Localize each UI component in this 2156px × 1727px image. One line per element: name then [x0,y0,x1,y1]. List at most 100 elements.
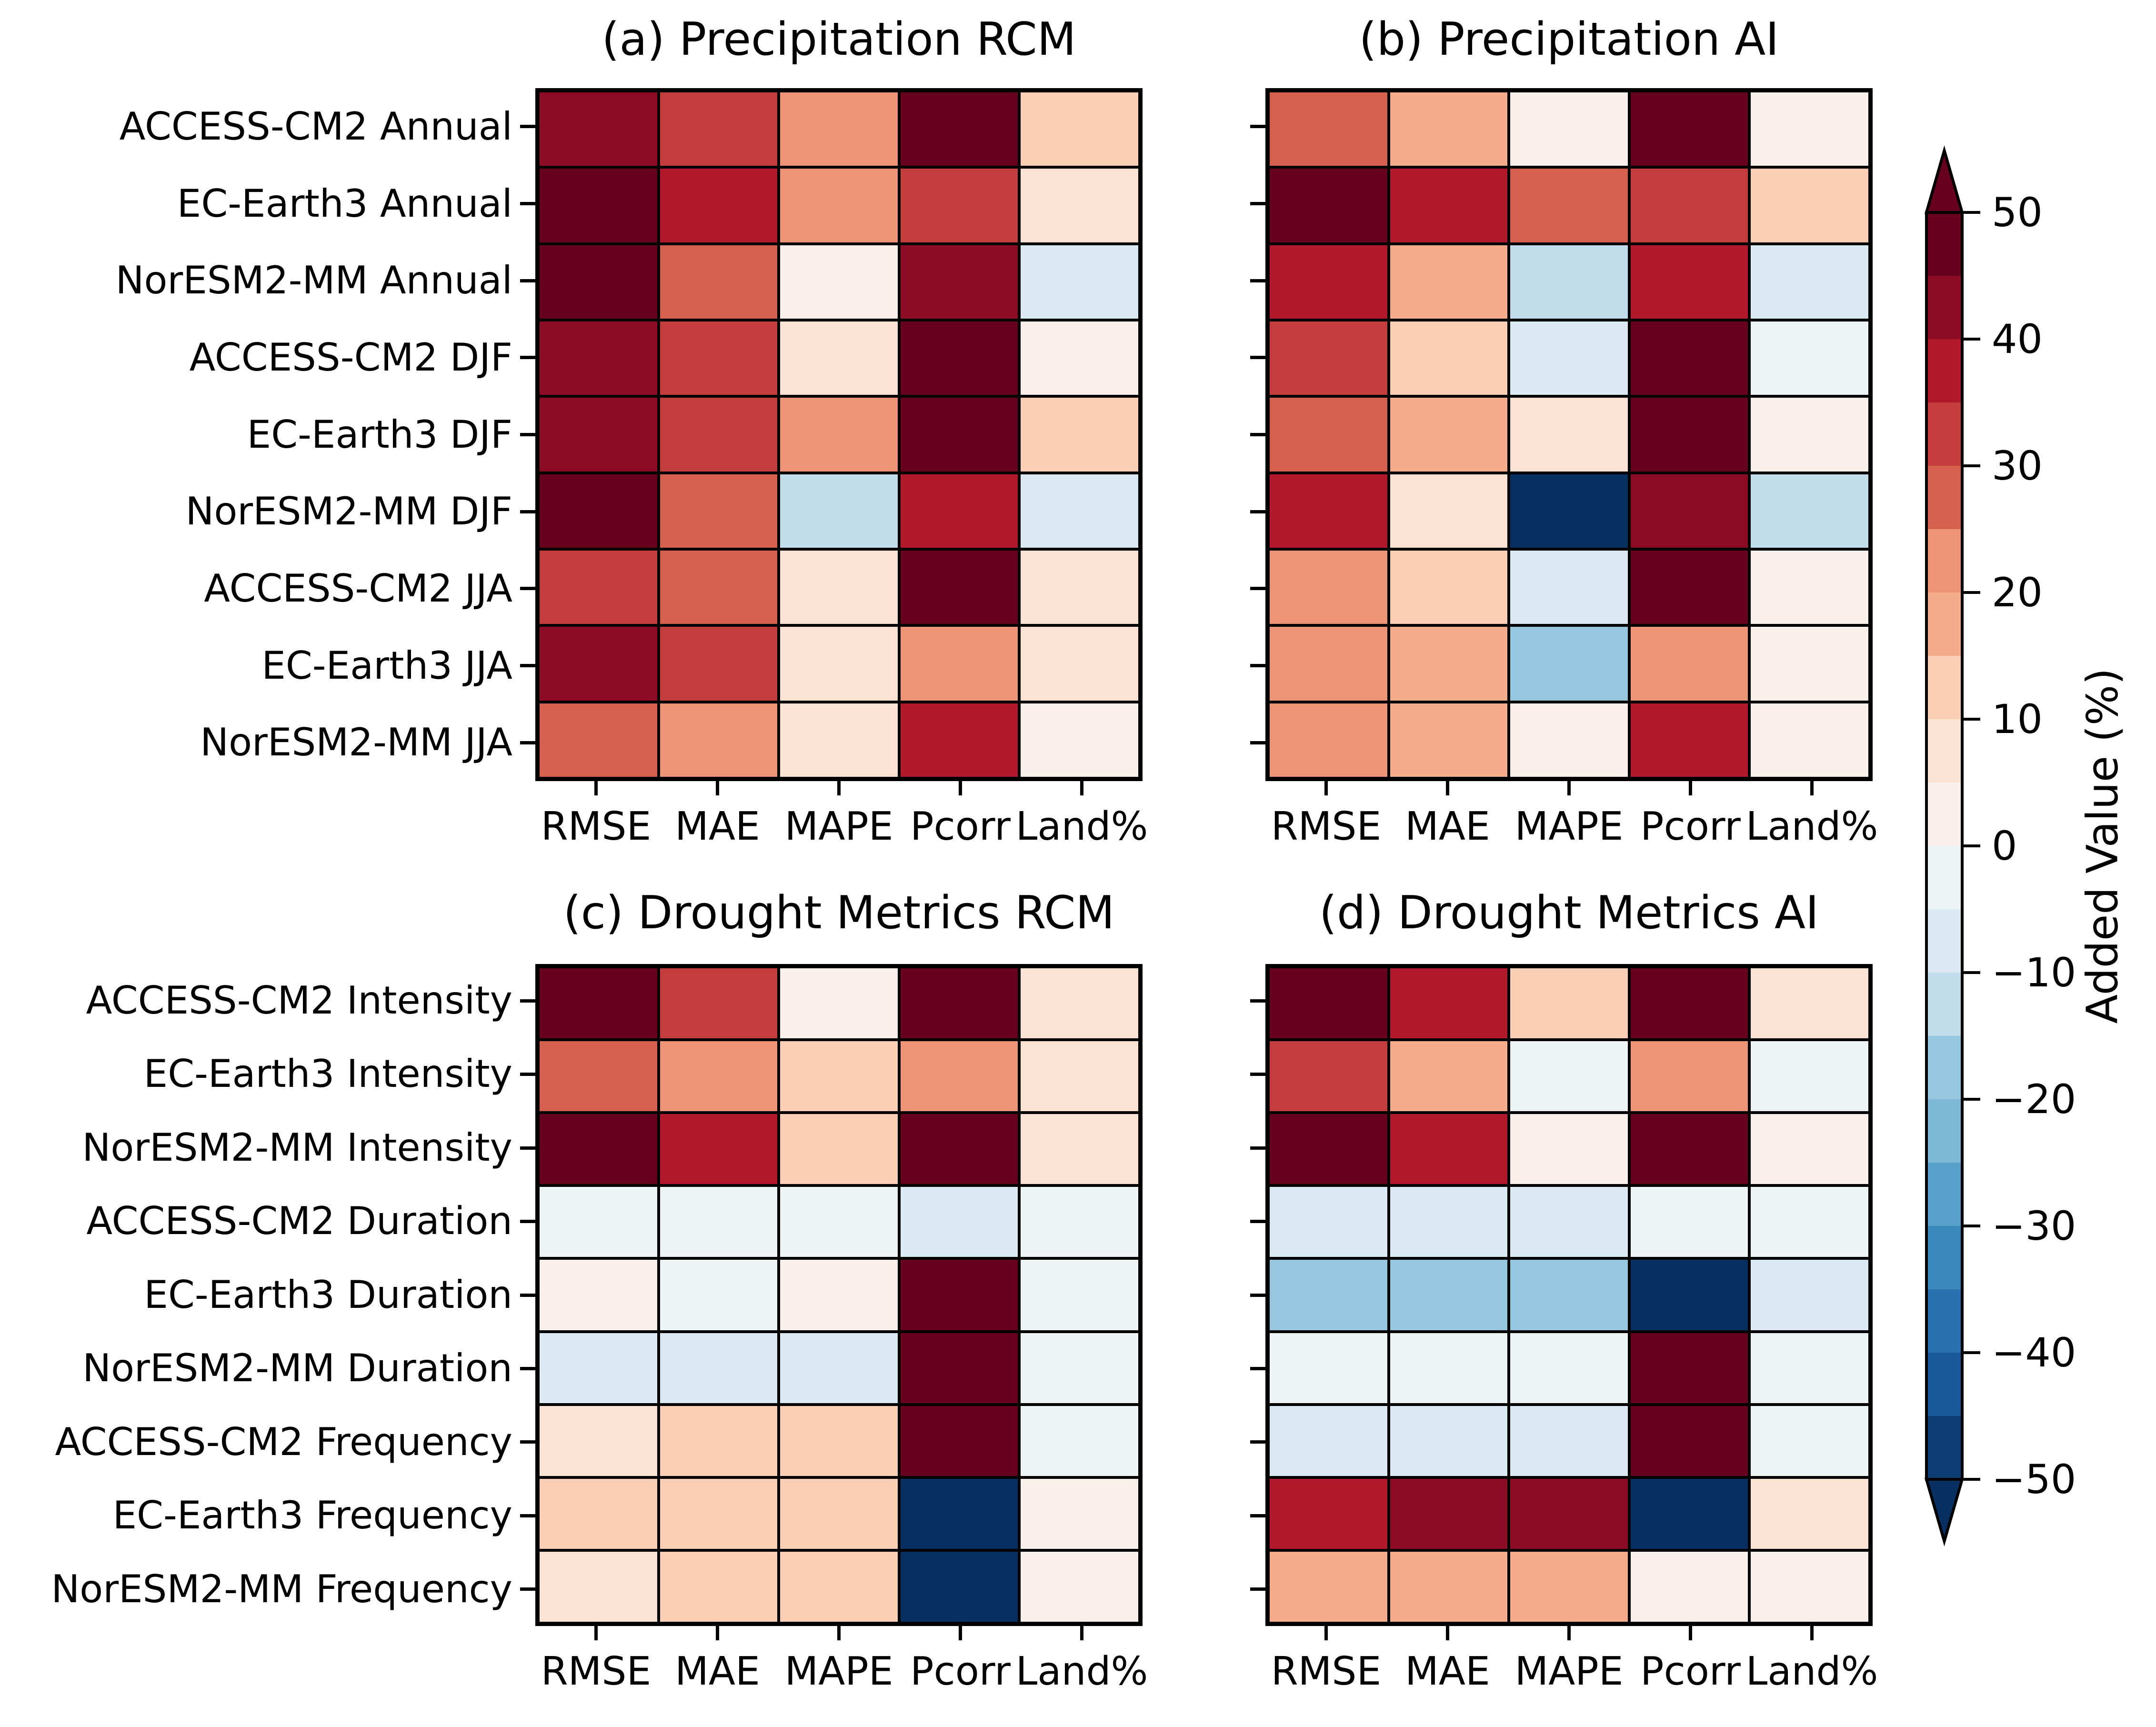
heatmap-cell [1749,91,1870,168]
heatmap-cell [1388,1185,1509,1259]
row-label: EC-Earth3 Frequency [112,1493,512,1538]
heatmap-grid-precipitation-ai [1265,88,1873,781]
heatmap-cell [899,1477,1020,1550]
heatmap-cell [658,1113,779,1186]
row-label: ACCESS-CM2 JJA [204,566,512,611]
colorbar-segment [1926,1163,1962,1226]
y-tick-mark [1250,202,1265,205]
heatmap-cell [1388,472,1509,549]
heatmap-cell [658,702,779,778]
heatmap-cell [899,625,1020,702]
y-tick-mark [1250,1146,1265,1150]
heatmap-cell [1749,1477,1870,1550]
heatmap-cell [899,1550,1020,1623]
heatmap-cell [1749,243,1870,320]
heatmap-cell [1509,91,1629,168]
row-label: EC-Earth3 JJA [261,643,512,688]
heatmap-cell [1268,967,1389,1040]
column-label: Pcorr [910,804,1011,849]
heatmap-cell [538,1477,659,1550]
heatmap-cell [779,1550,899,1623]
heatmap-cell [1388,320,1509,397]
x-tick-mark [716,1626,719,1640]
heatmap-cell [1509,1404,1629,1477]
colorbar-tick-label: −20 [1992,1076,2076,1123]
y-tick-mark [520,1073,535,1076]
heatmap-cell [1268,1404,1389,1477]
heatmap-cell [899,396,1020,473]
heatmap-cell [1509,1258,1629,1332]
heatmap-cell [779,1404,899,1477]
heatmap-cell [538,243,659,320]
colorbar-segment [1926,719,1962,783]
heatmap-cell [1749,1185,1870,1259]
heatmap-cell [1509,320,1629,397]
heatmap-cell [1629,320,1750,397]
heatmap-cell [1388,1404,1509,1477]
heatmap-cell [1509,702,1629,778]
heatmap-cell [658,320,779,397]
heatmap-cell [779,472,899,549]
y-tick-mark [520,1220,535,1224]
heatmap-cell [899,1185,1020,1259]
y-tick-mark [1250,1366,1265,1370]
colorbar-tick-label: 20 [1992,569,2043,616]
y-tick-mark [1250,1073,1265,1076]
heatmap-cell [779,167,899,244]
y-tick-mark [1250,587,1265,591]
heatmap-cell [1749,967,1870,1040]
y-tick-mark [1250,1587,1265,1591]
colorbar-tick-label: 10 [1992,696,2043,743]
colorbar-under-arrow [1925,1478,1964,1546]
heatmap-cell [1749,702,1870,778]
heatmap-cell [1509,1113,1629,1186]
column-label: Land% [1745,804,1878,849]
heatmap-cell [1629,1550,1750,1623]
heatmap-cell [538,320,659,397]
y-tick-mark [520,999,535,1003]
heatmap-cell [1629,1258,1750,1332]
heatmap-cell [1629,702,1750,778]
heatmap-cell [899,967,1020,1040]
heatmap-cell [899,91,1020,168]
row-label: ACCESS-CM2 Duration [86,1199,512,1244]
heatmap-cell [1019,1404,1140,1477]
heatmap-cell [1268,1040,1389,1113]
column-label: MAE [1405,1649,1490,1694]
heatmap-cell [1019,1331,1140,1405]
y-tick-mark [520,1440,535,1444]
colorbar: 50 40 30 20 10 0 −10 −20 −30 −40 −50 [1925,145,2076,1546]
heatmap-cell [538,1185,659,1259]
x-tick-mark [1689,781,1692,795]
heatmap-cell [1749,549,1870,626]
heatmap-cell [1388,702,1509,778]
column-label: MAPE [1514,1649,1624,1694]
x-tick-mark [1324,1626,1328,1640]
y-tick-mark [520,356,535,360]
heatmap-cell [1509,167,1629,244]
column-label: Pcorr [1640,1649,1741,1694]
colorbar-segment [1926,1226,1962,1290]
heatmap-cell [1629,1040,1750,1113]
heatmap-cell [1268,1331,1389,1405]
heatmap-cell [1749,1258,1870,1332]
heatmap-cell [1388,1477,1509,1550]
colorbar-tick-label: 0 [1992,823,2017,869]
y-tick-mark [1250,664,1265,667]
y-tick-mark [520,1366,535,1370]
heatmap-cell [1268,1477,1389,1550]
heatmap-cell [779,1258,899,1332]
heatmap-grid-drought-ai [1265,964,1873,1626]
colorbar-tick-label: 30 [1992,442,2043,489]
column-label: RMSE [541,804,652,849]
heatmap-cell [1629,1331,1750,1405]
heatmap-cell [779,320,899,397]
heatmap-cell [1509,243,1629,320]
heatmap-cell [899,1331,1020,1405]
colorbar-segment [1926,1353,1962,1416]
heatmap-cell [1268,702,1389,778]
x-tick-mark [1567,781,1571,795]
heatmap-cell [1268,625,1389,702]
row-label: NorESM2-MM Intensity [82,1125,512,1170]
